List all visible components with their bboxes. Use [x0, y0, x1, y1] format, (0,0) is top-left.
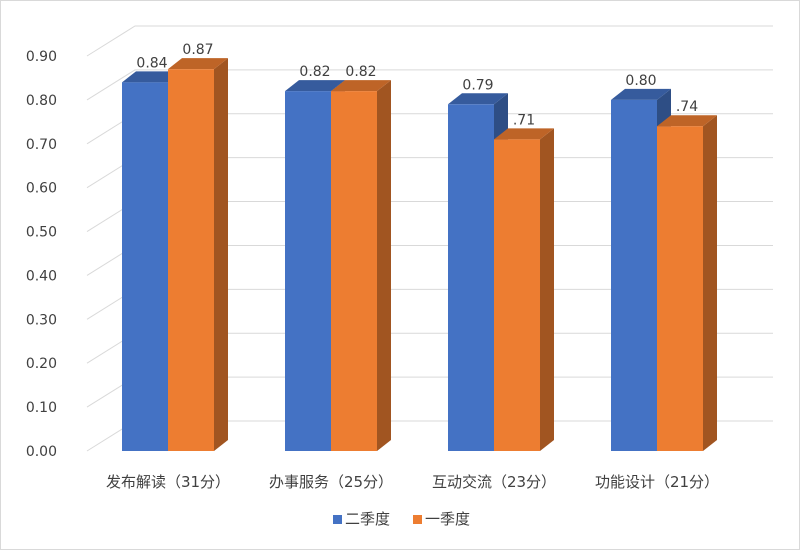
y-tick-label: 0.40 — [26, 268, 57, 284]
bar-front — [611, 99, 657, 451]
data-label: 0.82 — [299, 64, 330, 80]
bar-top — [122, 71, 182, 83]
data-label: 0.84 — [136, 55, 167, 71]
gridline — [86, 69, 773, 101]
bar-top — [611, 88, 671, 100]
data-label: .71 — [513, 112, 535, 128]
x-category-label: 功能设计（21分） — [595, 473, 719, 491]
y-axis-ticks: 0.00 0.10 0.20 0.30 0.40 0.50 0.60 0.70 0.80 0.90 — [26, 49, 57, 460]
bar-side — [540, 128, 554, 451]
y-tick-label: 0.90 — [26, 49, 57, 65]
legend-label: 二季度 — [345, 510, 390, 528]
bar-q1-0 — [168, 58, 228, 452]
y-tick-label: 0.20 — [26, 356, 57, 372]
bar-side — [703, 115, 717, 451]
data-label: 0.82 — [345, 64, 376, 80]
bar-q1-1 — [331, 80, 391, 451]
gridline — [86, 25, 773, 57]
y-tick-label: 0.80 — [26, 93, 57, 109]
y-tick-label: 0.00 — [26, 444, 57, 460]
legend-label: 一季度 — [425, 510, 470, 528]
y-tick-label: 0.50 — [26, 225, 57, 241]
bar-front — [285, 91, 331, 451]
data-label: 0.87 — [182, 42, 213, 58]
bar-front — [168, 69, 214, 452]
bar-front — [448, 104, 494, 452]
bars — [122, 58, 717, 452]
bar-side — [377, 80, 391, 451]
legend-swatch — [333, 515, 342, 524]
bar-front — [494, 139, 540, 451]
x-axis-categories: 发布解读（31分） 办事服务（25分） 互动交流（23分） 功能设计（21分） — [106, 473, 719, 491]
x-category-label: 办事服务（25分） — [269, 473, 393, 491]
bar-top — [331, 80, 391, 92]
bar-front — [331, 91, 377, 451]
x-category-label: 互动交流（23分） — [432, 473, 556, 491]
x-category-label: 发布解读（31分） — [106, 473, 230, 491]
y-tick-label: 0.30 — [26, 312, 57, 328]
data-label: 0.80 — [625, 73, 656, 89]
bar-q1-2 — [494, 128, 554, 451]
bar-top — [657, 115, 717, 127]
bar-q1-3 — [657, 115, 717, 451]
bar-top — [285, 80, 345, 92]
data-label: 0.79 — [462, 77, 493, 93]
legend: 二季度 一季度 — [333, 510, 470, 528]
y-tick-label: 0.10 — [26, 400, 57, 416]
bar-front — [657, 126, 703, 451]
y-tick-label: 0.70 — [26, 137, 57, 153]
bar-front — [122, 82, 168, 451]
bar-top — [448, 93, 508, 105]
bar-top — [168, 58, 228, 70]
bar-top — [494, 128, 554, 140]
data-label: .74 — [676, 99, 698, 115]
data-labels: 0.84 0.87 0.82 0.82 0.79 .71 0.80 .74 — [136, 42, 698, 128]
bar-side — [214, 58, 228, 452]
y-tick-label: 0.60 — [26, 181, 57, 197]
legend-swatch — [413, 515, 422, 524]
